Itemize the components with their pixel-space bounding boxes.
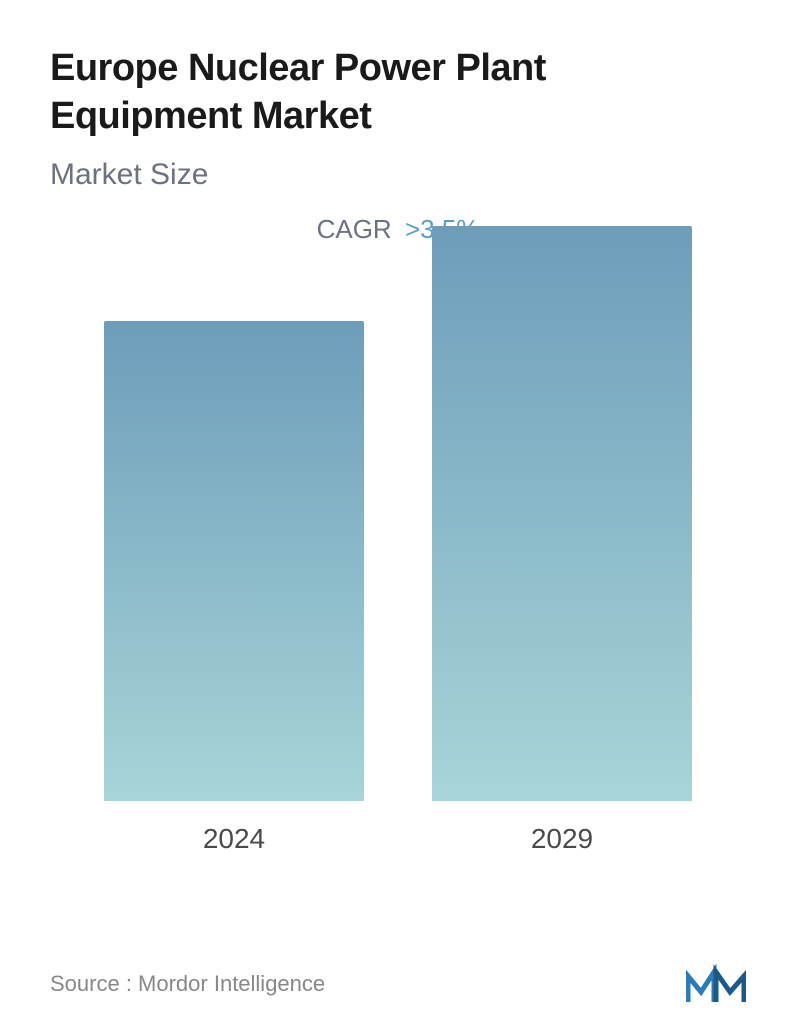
bar-group-1: 2029 — [422, 226, 702, 855]
bar-label-2029: 2029 — [531, 823, 593, 855]
bar-group-0: 2024 — [94, 321, 374, 855]
source-text: Source : Mordor Intelligence — [50, 971, 325, 997]
chart-title: Europe Nuclear Power Plant Equipment Mar… — [50, 45, 746, 140]
mordor-logo-icon — [686, 964, 746, 1004]
chart-subtitle: Market Size — [50, 158, 746, 192]
chart-area: 2024 2029 — [50, 275, 746, 915]
footer: Source : Mordor Intelligence — [50, 964, 746, 1004]
cagr-label: CAGR — [317, 214, 392, 244]
bar-label-2024: 2024 — [203, 823, 265, 855]
bar-2029 — [432, 226, 692, 801]
chart-container: Europe Nuclear Power Plant Equipment Mar… — [0, 0, 796, 1034]
bar-2024 — [104, 321, 364, 801]
bars-container: 2024 2029 — [50, 275, 746, 855]
